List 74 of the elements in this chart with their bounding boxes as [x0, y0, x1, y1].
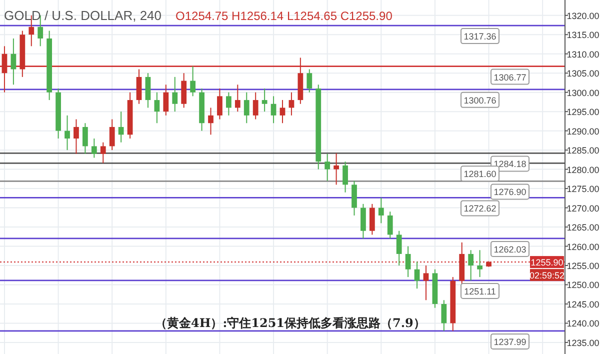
ref-line-label: 1300.76 [464, 95, 496, 106]
ref-line-label: 1276.90 [494, 187, 526, 198]
candlestick [477, 250, 482, 278]
candlestick [342, 161, 348, 193]
y-tick-label: 1305.00 [566, 68, 600, 79]
candlestick [244, 92, 250, 124]
y-tick-label: 1240.00 [566, 318, 600, 329]
candlestick [64, 114, 70, 151]
y-tick-label: 1245.00 [566, 299, 600, 310]
text: GOLD / U.S. DOLLAR, 240 [4, 8, 162, 23]
ref-line-label: 1317.36 [464, 32, 496, 42]
candlestick [252, 92, 258, 120]
candlestick [234, 84, 240, 112]
candlestick [208, 107, 214, 136]
y-tick-label: 1320.00 [566, 10, 600, 21]
candlestick [262, 88, 268, 112]
y-tick-label: 1280.00 [566, 164, 600, 175]
candlestick [396, 230, 402, 266]
candlestick [145, 72, 151, 108]
candlestick [100, 142, 106, 164]
candlestick [163, 84, 169, 116]
y-tick-label: 1260.00 [566, 242, 600, 252]
y-tick-label: 1270.00 [566, 203, 600, 214]
candlestick [352, 180, 357, 216]
candlestick [74, 118, 79, 154]
candlestick [172, 76, 178, 112]
ref-line-label: 1284.18 [494, 159, 526, 170]
annotation: 02:59:52 [529, 270, 565, 281]
ref-line-label: 1237.99 [494, 336, 526, 347]
ref-line-label: 1255.90 [530, 258, 564, 268]
y-tick-label: 1285.00 [566, 146, 600, 156]
candlestick [441, 300, 447, 332]
y-tick-label: 1255.00 [566, 261, 600, 271]
candlestick [324, 153, 330, 182]
candlestick [91, 138, 97, 158]
y-tick-label: 1295.00 [566, 107, 600, 118]
candlestick [270, 96, 276, 124]
y-tick-label: 1275.00 [566, 184, 600, 194]
candlestick [369, 203, 375, 236]
y-tick-label: 1310.00 [566, 49, 600, 60]
candlestick [217, 88, 222, 120]
candlestick [423, 265, 429, 301]
candlestick [405, 246, 411, 278]
ref-line-label: 1272.62 [464, 204, 496, 214]
y-tick-label: 1315.00 [566, 30, 600, 40]
candlestick [109, 118, 115, 151]
candlestick [136, 68, 142, 104]
candlestick [387, 211, 393, 240]
candlestick [360, 203, 366, 240]
ref-line-label: 1281.60 [464, 169, 496, 180]
text: O1254.75 H1256.14 L1254.65 C1255.90 [176, 9, 393, 23]
y-tick-label: 1250.00 [566, 280, 600, 290]
candlestick [288, 92, 294, 116]
candlestick [181, 72, 187, 108]
ref-line-label: 1251.11 [464, 286, 496, 296]
candlestick [226, 92, 232, 116]
candlestick [82, 122, 88, 154]
candlestick [414, 261, 420, 290]
candlestick [334, 152, 339, 186]
candlestick [280, 100, 286, 124]
candlestick [118, 111, 124, 143]
y-tick-label: 1290.00 [566, 126, 600, 136]
ref-line-label: 1306.77 [494, 72, 526, 82]
candlestick [154, 92, 160, 124]
annotation: （黄金4H）:守住1251保持低多看涨思路（7.9） [155, 316, 426, 330]
candlestick [468, 250, 474, 281]
candlestick [10, 38, 16, 86]
candlestick [378, 197, 384, 224]
candlestick [306, 68, 312, 93]
y-tick-label: 1300.00 [566, 88, 600, 98]
y-tick-label: 1235.00 [566, 338, 600, 348]
candlestick [190, 66, 196, 97]
ref-line-label: 1262.03 [494, 244, 526, 254]
y-tick-label: 1265.00 [566, 222, 600, 233]
